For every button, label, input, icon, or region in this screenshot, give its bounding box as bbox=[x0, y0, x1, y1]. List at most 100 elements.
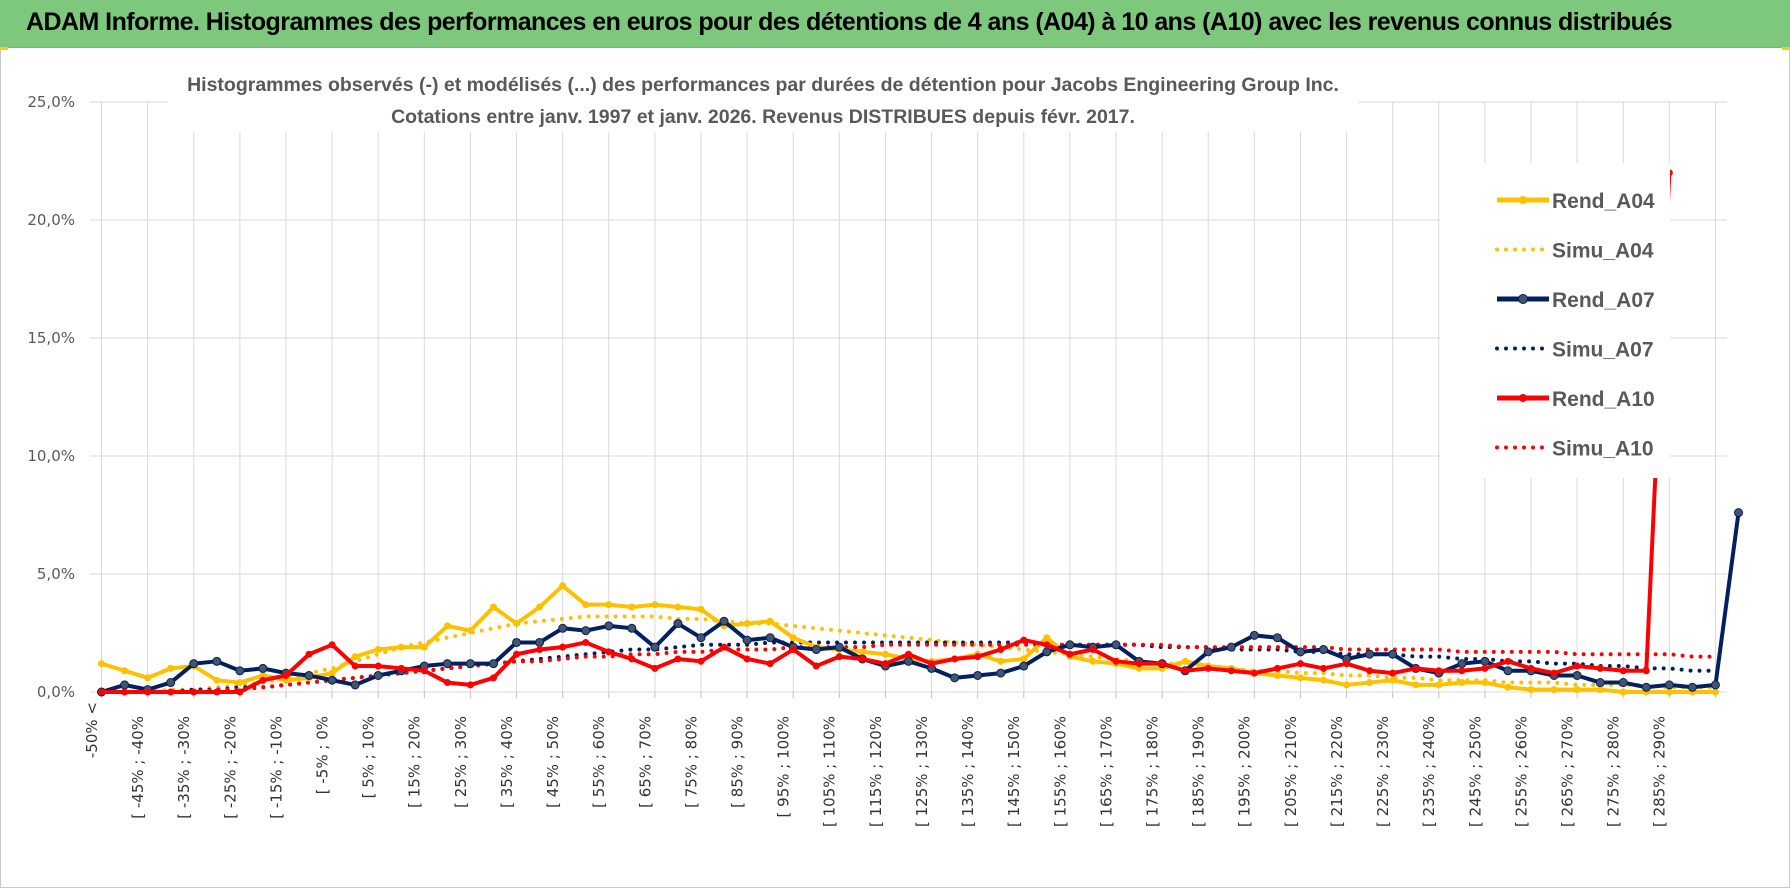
data-point-Rend_A10 bbox=[466, 681, 474, 689]
data-point-Rend_A07 bbox=[834, 642, 844, 652]
data-point-Rend_A04 bbox=[1711, 688, 1719, 696]
data-point-Rend_A10 bbox=[1250, 669, 1258, 677]
data-point-Rend_A10 bbox=[812, 662, 820, 670]
data-point-Rend_A07 bbox=[1641, 682, 1651, 692]
x-tick-label: [ 185% ; 190% bbox=[1190, 716, 1208, 827]
data-point-Rend_A07 bbox=[212, 656, 222, 666]
data-point-Rend_A10 bbox=[351, 662, 359, 670]
data-point-Rend_A07 bbox=[258, 663, 268, 673]
data-point-Rend_A07 bbox=[1365, 649, 1375, 659]
data-point-Rend_A07 bbox=[1687, 682, 1697, 692]
data-point-Rend_A10 bbox=[1181, 667, 1189, 675]
legend-entry-Simu_A10: Simu_A10 bbox=[1495, 438, 1654, 461]
data-point-Rend_A04 bbox=[121, 667, 129, 675]
data-point-Rend_A04 bbox=[559, 582, 567, 590]
data-point-Rend_A04 bbox=[167, 664, 175, 672]
y-tick-label: 0,0% bbox=[37, 683, 75, 701]
data-point-Rend_A04 bbox=[1481, 679, 1489, 687]
x-axis-labels: -50% < [ -45% ; -40% [ -35% ; -30% [ -25% ;… bbox=[83, 702, 1669, 827]
data-point-Rend_A10 bbox=[858, 655, 866, 663]
data-point-Rend_A10 bbox=[98, 688, 106, 696]
data-point-Rend_A07 bbox=[235, 666, 245, 676]
x-tick-label: [ -25% ; -20% bbox=[221, 716, 239, 819]
data-point-Rend_A07 bbox=[1319, 645, 1329, 655]
data-point-Rend_A07 bbox=[1295, 647, 1305, 657]
data-point-Rend_A04 bbox=[674, 603, 682, 611]
data-point-Rend_A10 bbox=[1573, 662, 1581, 670]
data-point-Rend_A04 bbox=[144, 674, 152, 682]
data-point-Rend_A07 bbox=[604, 621, 614, 631]
data-point-Rend_A10 bbox=[1320, 664, 1328, 672]
data-point-Rend_A04 bbox=[536, 603, 544, 611]
data-point-Rend_A04 bbox=[1089, 657, 1097, 665]
x-tick-label: [ 135% ; 140% bbox=[959, 716, 977, 827]
x-tick-label: [ -5% ; 0% bbox=[313, 716, 331, 794]
x-tick-label: [ 195% ; 200% bbox=[1236, 716, 1254, 827]
data-point-Rend_A04 bbox=[1273, 671, 1281, 679]
data-point-Rend_A07 bbox=[327, 675, 337, 685]
legend-label: Rend_A10 bbox=[1552, 388, 1655, 411]
y-axis-ticks: 0,0% 5,0% 10,0% 15,0% 20,0% 25,0% bbox=[27, 93, 75, 701]
data-point-Rend_A07 bbox=[650, 642, 660, 652]
data-point-Rend_A10 bbox=[697, 657, 705, 665]
data-point-Rend_A10 bbox=[374, 662, 382, 670]
data-point-Rend_A10 bbox=[905, 650, 912, 658]
x-tick-label: [ 35% ; 40% bbox=[498, 716, 516, 808]
y-tick-label: 20,0% bbox=[27, 211, 75, 229]
data-point-Rend_A07 bbox=[512, 637, 522, 647]
legend-marker bbox=[1519, 394, 1527, 402]
data-point-Rend_A07 bbox=[1388, 649, 1398, 659]
data-point-Rend_A10 bbox=[651, 664, 659, 672]
x-tick-label: [ 65% ; 70% bbox=[636, 716, 654, 808]
data-point-Rend_A04 bbox=[513, 620, 521, 628]
data-point-Rend_A04 bbox=[1458, 679, 1466, 687]
series-line-Simu_A10 bbox=[99, 642, 1718, 694]
data-point-Rend_A10 bbox=[167, 688, 175, 696]
x-axis-tick-marks bbox=[101, 692, 1716, 698]
data-point-Rend_A10 bbox=[190, 688, 198, 696]
x-tick-label: [ -35% ; -30% bbox=[175, 716, 193, 819]
x-tick-label: [ 245% ; 250% bbox=[1466, 716, 1484, 827]
data-point-Rend_A04 bbox=[697, 605, 705, 613]
data-point-Rend_A07 bbox=[1618, 678, 1628, 688]
data-point-Rend_A10 bbox=[1020, 636, 1028, 644]
data-point-Rend_A04 bbox=[1020, 655, 1028, 663]
data-point-Rend_A07 bbox=[373, 670, 383, 680]
data-point-Rend_A07 bbox=[1595, 678, 1605, 688]
data-point-Rend_A07 bbox=[304, 670, 314, 680]
data-point-Rend_A07 bbox=[950, 673, 960, 683]
data-point-Rend_A10 bbox=[397, 664, 405, 672]
data-point-Rend_A10 bbox=[282, 671, 290, 679]
y-tick-label: 25,0% bbox=[27, 93, 75, 111]
data-point-Rend_A10 bbox=[443, 679, 451, 687]
legend-label: Simu_A07 bbox=[1552, 339, 1654, 362]
data-point-Rend_A04 bbox=[1573, 686, 1581, 694]
data-point-Rend_A07 bbox=[673, 619, 683, 629]
legend-entry-Rend_A04: Rend_A04 bbox=[1497, 190, 1655, 213]
x-tick-label: [ 275% ; 280% bbox=[1605, 716, 1623, 827]
data-point-Rend_A07 bbox=[120, 680, 130, 690]
x-tick-label: [ 255% ; 260% bbox=[1512, 716, 1530, 827]
data-point-Rend_A04 bbox=[1389, 676, 1397, 684]
x-tick-label: [ 95% ; 100% bbox=[775, 716, 793, 817]
data-point-Rend_A07 bbox=[1664, 680, 1674, 690]
data-point-Rend_A04 bbox=[1181, 657, 1189, 665]
data-point-Rend_A10 bbox=[835, 653, 843, 661]
data-point-Rend_A07 bbox=[765, 633, 775, 643]
data-point-Rend_A07 bbox=[811, 645, 821, 655]
x-tick-label: [ 15% ; 20% bbox=[406, 716, 424, 808]
data-point-Rend_A10 bbox=[489, 674, 497, 682]
series-group bbox=[97, 169, 1744, 697]
data-point-Rend_A10 bbox=[1273, 664, 1281, 672]
data-point-Rend_A07 bbox=[627, 623, 637, 633]
x-tick-label: [ 145% ; 150% bbox=[1005, 716, 1023, 827]
data-point-Rend_A10 bbox=[928, 660, 936, 668]
chart-title-line-1: Histogrammes observés (-) et modélisés (… bbox=[187, 74, 1339, 96]
y-tick-label: 15,0% bbox=[27, 329, 75, 347]
data-point-Rend_A04 bbox=[489, 603, 497, 611]
data-point-Rend_A10 bbox=[1619, 667, 1627, 675]
data-point-Rend_A04 bbox=[582, 601, 590, 609]
data-point-Rend_A10 bbox=[1296, 660, 1304, 668]
data-point-Rend_A10 bbox=[1227, 667, 1235, 675]
